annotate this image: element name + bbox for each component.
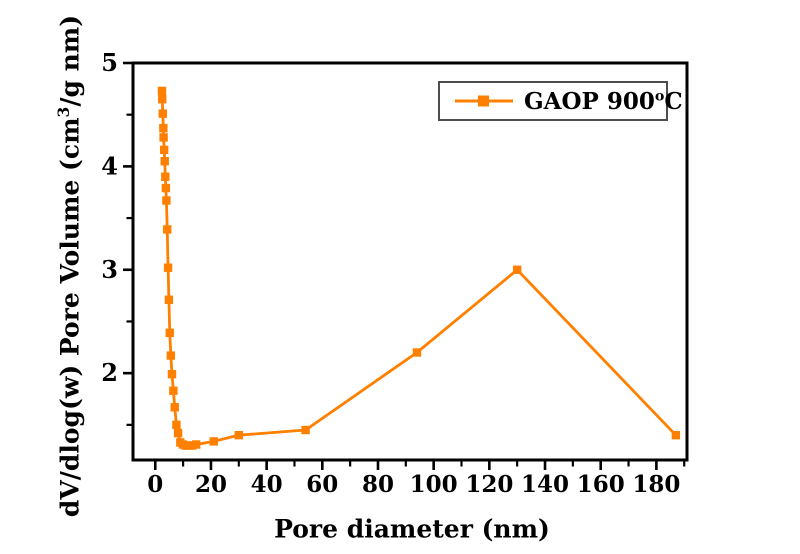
legend-label-text-end: C [664,87,683,115]
x-tick-label: 120 [465,471,513,498]
x-axis-title: Pore diameter (nm) [274,515,550,544]
legend-line-marker-icon [455,95,513,107]
data-point-marker [160,157,169,166]
data-point-marker [161,172,170,181]
x-tick-label: 180 [632,471,680,498]
data-point-marker [166,351,176,360]
y-axis-title-superscript: 3 [54,106,74,118]
data-point-marker [164,295,174,304]
data-point-marker [209,437,218,446]
y-tick-label: 5 [101,48,118,77]
legend-label: GAOP 900oC [524,88,683,115]
data-point-marker [159,133,168,142]
x-axis-title-text: Pore diameter (nm) [274,514,550,544]
series-line [160,90,677,447]
x-tick-label: 100 [410,471,458,498]
data-point-marker [671,430,681,440]
y-tick-label: 2 [101,358,118,387]
data-point-marker [161,183,171,193]
y-axis-title-text: dV/dlog(w) Pore Volume (cm [55,117,85,518]
x-tick-label: 40 [251,471,283,498]
data-point-marker [169,386,178,395]
y-tick-label: 4 [101,151,118,180]
legend-label-superscript: o [654,87,665,104]
plot-frame [131,61,689,462]
data-point-marker [167,369,177,379]
x-tick-label: 0 [147,471,163,498]
x-tick-label: 140 [521,471,569,498]
data-point-marker [512,265,522,274]
data-point-marker [162,196,171,205]
legend: GAOP 900oC [438,81,683,121]
data-point-marker [163,263,173,272]
x-tick-label: 80 [362,471,394,498]
x-tick-label: 20 [195,471,227,498]
data-point-marker [191,440,201,449]
data-point-marker [234,430,243,440]
data-point-marker [301,425,310,435]
data-point-marker [159,145,169,155]
y-axis-title: dV/dlog(w) Pore Volume (cm3/g nm) [54,14,85,518]
data-point-marker [165,328,174,338]
data-point-marker [172,420,181,430]
data-point-marker [158,109,167,118]
data-point-marker [170,403,179,412]
data-point-marker [173,428,183,438]
data-point-marker [157,86,167,96]
data-point-marker [163,225,172,234]
x-tick-label: 60 [306,471,338,498]
data-point-marker [159,123,168,133]
legend-label-text: GAOP 900 [524,87,655,115]
y-axis-title-text-end: /g nm) [55,14,85,107]
x-tick-label: 160 [577,471,625,498]
legend-marker-square [478,95,489,107]
y-tick-label: 3 [101,255,118,284]
data-point-marker [412,348,422,357]
data-point-marker [158,94,167,104]
